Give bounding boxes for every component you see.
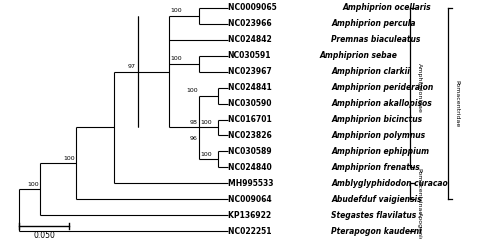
Text: 100: 100 bbox=[27, 182, 38, 187]
Text: 96: 96 bbox=[190, 136, 198, 141]
Text: Abudefduf vaigiensis: Abudefduf vaigiensis bbox=[332, 195, 422, 204]
Text: NC024840: NC024840 bbox=[228, 163, 274, 172]
Text: NC0009065: NC0009065 bbox=[228, 4, 279, 12]
Text: MH995533: MH995533 bbox=[228, 179, 276, 188]
Text: Amphiprioninae: Amphiprioninae bbox=[416, 63, 422, 113]
Text: Amphiprion ephippium: Amphiprion ephippium bbox=[332, 147, 430, 156]
Text: 100: 100 bbox=[170, 56, 182, 61]
Text: NC023966: NC023966 bbox=[228, 19, 274, 28]
Text: Amphiprion bicinctus: Amphiprion bicinctus bbox=[332, 115, 422, 124]
Text: Amphiprion polymnus: Amphiprion polymnus bbox=[332, 131, 426, 140]
Text: Stegastes flavilatus: Stegastes flavilatus bbox=[332, 211, 416, 220]
Text: Apogonidae: Apogonidae bbox=[416, 212, 422, 239]
Text: 100: 100 bbox=[200, 152, 212, 157]
Text: 100: 100 bbox=[200, 120, 212, 125]
Text: KP136922: KP136922 bbox=[228, 211, 273, 220]
Text: NC022251: NC022251 bbox=[228, 227, 274, 235]
Text: Pomacentrinae: Pomacentrinae bbox=[416, 168, 422, 215]
Text: Amblyglyphidodon curacao: Amblyglyphidodon curacao bbox=[332, 179, 448, 188]
Text: 98: 98 bbox=[190, 120, 198, 125]
Text: Amphiprion perideraion: Amphiprion perideraion bbox=[332, 83, 434, 92]
Text: NC023967: NC023967 bbox=[228, 67, 274, 76]
Text: 97: 97 bbox=[128, 64, 136, 69]
Text: Amphiprion sebae: Amphiprion sebae bbox=[320, 51, 398, 60]
Text: 100: 100 bbox=[186, 88, 198, 93]
Text: NC030589: NC030589 bbox=[228, 147, 274, 156]
Text: Amphiprion percula: Amphiprion percula bbox=[332, 19, 416, 28]
Text: NC024841: NC024841 bbox=[228, 83, 274, 92]
Text: Amphiprion clarkii: Amphiprion clarkii bbox=[332, 67, 410, 76]
Text: NC009064: NC009064 bbox=[228, 195, 274, 204]
Text: NC030590: NC030590 bbox=[228, 99, 274, 108]
Text: Amphiprion ocellaris: Amphiprion ocellaris bbox=[343, 4, 432, 12]
Text: NC024842: NC024842 bbox=[228, 35, 274, 44]
Text: 0.050: 0.050 bbox=[33, 231, 55, 239]
Text: 100: 100 bbox=[170, 8, 182, 13]
Text: 100: 100 bbox=[63, 156, 74, 161]
Text: NC030591: NC030591 bbox=[228, 51, 271, 60]
Text: Pterapogon kauderni: Pterapogon kauderni bbox=[332, 227, 422, 235]
Text: Amphiprion frenatus: Amphiprion frenatus bbox=[332, 163, 420, 172]
Text: Premnas biaculeatus: Premnas biaculeatus bbox=[332, 35, 421, 44]
Text: NC016701: NC016701 bbox=[228, 115, 274, 124]
Text: NC023826: NC023826 bbox=[228, 131, 274, 140]
Text: Amphiprion akallopisos: Amphiprion akallopisos bbox=[332, 99, 432, 108]
Text: Pomacentridae: Pomacentridae bbox=[454, 80, 459, 127]
